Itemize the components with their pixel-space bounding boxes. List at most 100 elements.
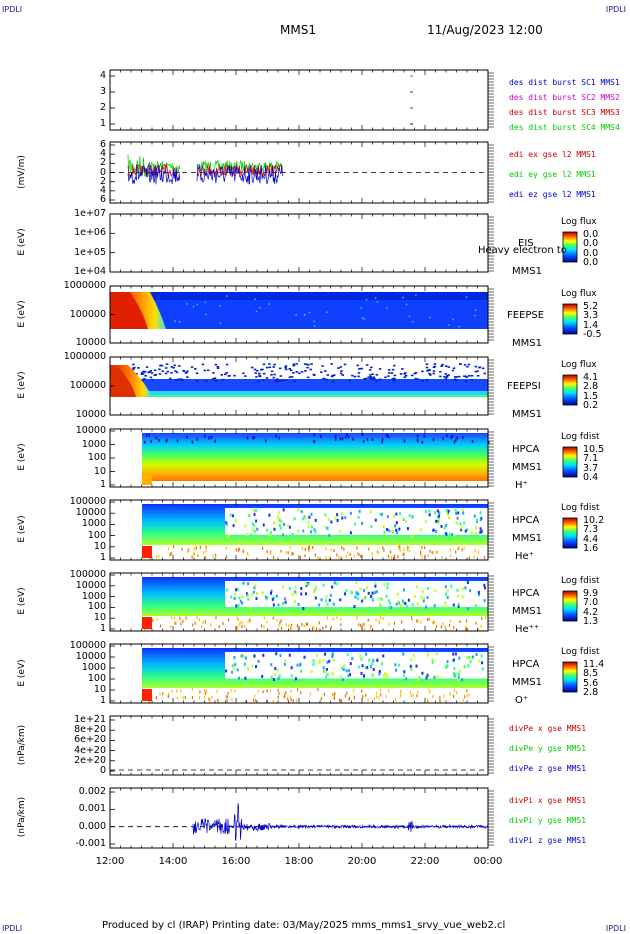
hpca_he-speckle xyxy=(313,528,316,532)
feepsi-speckle xyxy=(468,375,471,377)
hpca_o-colorbar-tick: 5.6 xyxy=(583,677,599,689)
hpca_o-speckle xyxy=(318,659,321,663)
feepsi-speckle xyxy=(164,367,168,369)
hpca_hepp-speckle xyxy=(235,604,238,608)
feepse-colorbar-tick: 3.3 xyxy=(583,310,599,322)
hpca_he-y-tick-label: 100 xyxy=(87,529,106,541)
feepsi-speckle xyxy=(457,375,461,378)
hpca_he-speckle xyxy=(402,518,405,521)
hpca_hepp-speckle xyxy=(452,603,455,607)
edi-legend-entry: edi ez gse l2 MMS1 xyxy=(509,190,596,199)
hpca_he-speckle xyxy=(336,513,339,517)
feepsi-speckle xyxy=(212,378,215,380)
feepsi-speckle xyxy=(370,377,374,380)
mission-title: MMS1 xyxy=(280,23,316,37)
hpca_he-speckle xyxy=(312,546,314,549)
hpca_hepp-side-label: MMS1 xyxy=(512,606,542,617)
hpca_hepp-speckle xyxy=(444,625,446,629)
feepse-y-tick-label: 1000000 xyxy=(63,280,106,291)
feepsi-speckle xyxy=(330,375,334,378)
hpca_h-y-tick-label: 10 xyxy=(93,465,106,477)
hpca_o-speckle xyxy=(446,660,449,664)
hpca_hepp-speckle xyxy=(285,623,287,627)
hpca_he-speckle xyxy=(229,513,232,517)
feepsi-speckle xyxy=(324,370,327,372)
hpca_h-colorbar-tick: 10.5 xyxy=(583,444,605,455)
hpca_hepp-speckle xyxy=(173,616,175,620)
hpca_he-speckle xyxy=(226,555,228,559)
divpe-y-tick-label: 2e+20 xyxy=(74,754,106,766)
hpca_he-speckle xyxy=(307,520,310,524)
hpca_he-speckle xyxy=(343,547,345,551)
hpca_hepp-speckle xyxy=(453,626,455,630)
hpca_o-speckle xyxy=(454,652,457,656)
hpca_hepp-speckle xyxy=(465,625,467,629)
hpca_o-speckle xyxy=(284,692,286,696)
hpca_hepp-speckle xyxy=(363,622,365,626)
hpca_he-speckle xyxy=(255,519,258,523)
hpca_o-speckle xyxy=(299,662,302,666)
hpca_he-y-tick-label: 1000 xyxy=(81,518,106,530)
feepsi-speckle xyxy=(270,374,273,376)
hpca_he-speckle xyxy=(424,546,426,550)
hpca_o-speckle xyxy=(364,666,367,670)
hpca_o-speckle xyxy=(227,691,229,695)
feepse-y-axis-label: E (eV) xyxy=(17,299,27,328)
hpca_hepp-y-tick-label: 10000 xyxy=(75,579,106,591)
hpca_hepp-speckle xyxy=(250,593,253,597)
feepsi-speckle xyxy=(143,378,146,380)
feepsi-speckle xyxy=(132,363,135,366)
feepsi-speckle xyxy=(466,365,469,368)
hpca_hepp-speckle xyxy=(416,585,418,589)
hpca_he-speckle xyxy=(262,523,265,527)
feepsi-speckle xyxy=(416,378,420,380)
hpca_he-speckle xyxy=(448,532,451,536)
hpca_hepp-speckle xyxy=(375,618,377,622)
feepsi-speckle xyxy=(225,372,228,374)
hpca_hepp-speckle xyxy=(249,606,252,610)
hpca_hepp-speckle xyxy=(340,623,342,627)
hpca_o-speckle xyxy=(274,673,277,677)
hpca_he-speckle xyxy=(251,527,254,531)
hpca_he-speckle xyxy=(292,552,294,556)
hpca_he-speckle xyxy=(383,548,385,552)
hpca_o-speckle xyxy=(184,696,186,699)
x-tick-label: 22:00 xyxy=(410,856,440,867)
hpca_he-speckle xyxy=(269,533,272,537)
hpca_hepp-speckle xyxy=(456,588,459,592)
hpca_o-speckle xyxy=(226,695,228,698)
hpca_hepp-speckle xyxy=(379,604,382,608)
hpca_hepp-speckle xyxy=(318,603,321,607)
hpca_o-speckle xyxy=(425,676,428,680)
hpca_he-side-label: HPCA xyxy=(512,515,540,526)
hpca_hepp-speckle xyxy=(294,585,297,589)
feepse-speckle xyxy=(313,325,316,327)
x-tick-label: 20:00 xyxy=(347,856,377,867)
feepsi-speckle xyxy=(284,379,287,381)
hpca_hepp-speckle xyxy=(175,621,177,625)
hpca_he-speckle xyxy=(460,528,463,532)
hpca_he-speckle xyxy=(436,550,438,554)
hpca_he-speckle xyxy=(269,551,271,555)
feepsi-colorbar-tick: 0.2 xyxy=(583,400,599,412)
feepsi-speckle xyxy=(175,379,178,382)
hpca_hepp-speckle xyxy=(426,587,429,590)
corner-label-tl: IPDLI xyxy=(2,5,23,14)
feepsi-speckle xyxy=(284,365,288,367)
hpca_he-speckle xyxy=(398,545,400,549)
hpca_hepp-speckle xyxy=(314,588,317,592)
feepsi-speckle xyxy=(464,380,468,383)
availability-frame xyxy=(109,69,489,131)
hpca_o-speckle xyxy=(373,697,375,701)
feepsi-colorbar-tick: 1.5 xyxy=(583,390,599,402)
hpca_hepp-speckle xyxy=(264,595,267,599)
hpca_he-speckle xyxy=(443,526,446,530)
hpca_o-speckle xyxy=(290,674,293,678)
hpca_he-speckle xyxy=(356,546,358,550)
feepsi-speckle xyxy=(439,371,442,373)
hpca_he-speckle xyxy=(475,526,477,530)
hpca_he-speckle xyxy=(381,512,383,516)
feepsi-speckle xyxy=(151,379,154,381)
hpca_he-speckle xyxy=(388,554,390,558)
hpca_o-colorbar-tick: 11.4 xyxy=(583,659,605,670)
